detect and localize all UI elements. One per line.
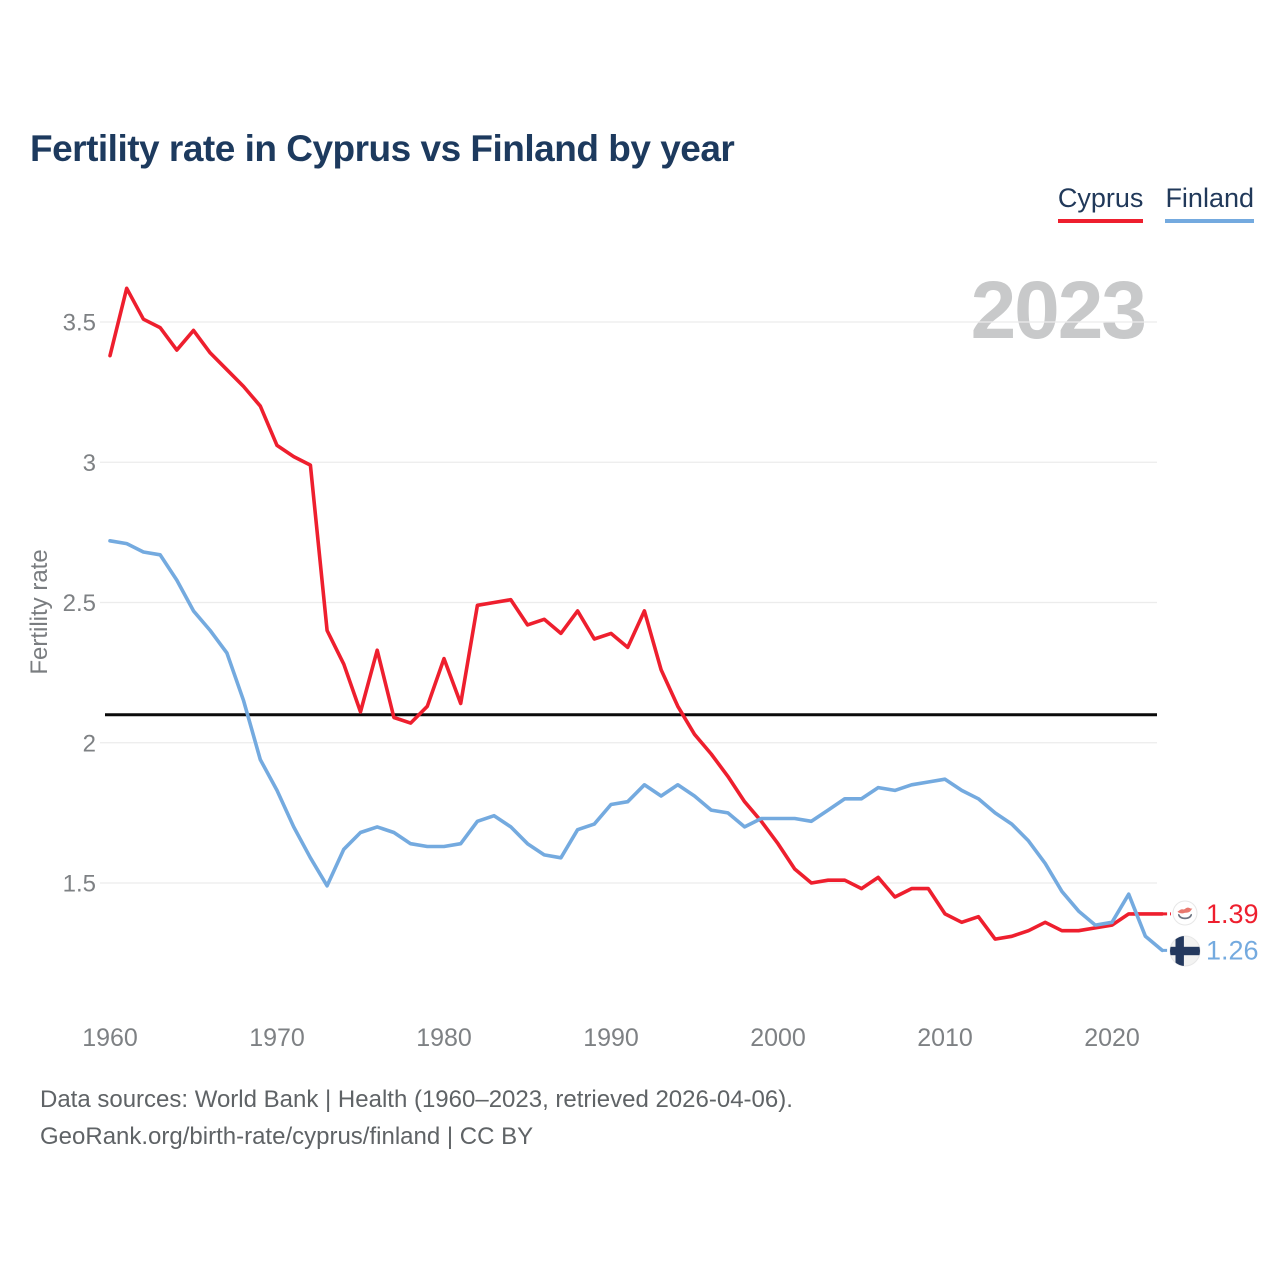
y-tick-label: 2.5 [63,590,96,617]
x-tick-label: 2020 [1084,1024,1140,1052]
finland-flag-icon [1169,935,1201,967]
page-title: Fertility rate in Cyprus vs Finland by y… [30,127,735,169]
x-tick-label: 1970 [249,1024,305,1052]
x-tick-label: 1990 [583,1024,639,1052]
x-tick-label: 1960 [82,1024,138,1052]
cyprus-flag-icon [1172,900,1198,926]
finland-end-value-label: 1.26 [1206,935,1259,965]
watermark-year: 2023 [970,265,1147,356]
y-axis-title: Fertility rate [26,549,53,674]
y-tick-label: 3 [83,450,96,477]
legend-item-cyprus[interactable]: Cyprus [1057,183,1144,223]
finland-line[interactable] [108,538,1164,953]
y-tick-label: 1.5 [63,871,96,898]
legend-item-finland[interactable]: Finland [1165,183,1254,223]
footer-sources-line: Data sources: World Bank | Health (1960–… [40,1086,793,1113]
chart-legend: Cyprus Finland [1057,183,1254,223]
x-tick-label: 2010 [917,1024,973,1052]
chart-footer: Data sources: World Bank | Health (1960–… [40,1081,793,1155]
chart-plot-layer: 3.5 3 2.5 2 1.5 1960 1970 1980 1990 2000 2010 2020 1… [63,286,1259,1052]
y-tick-label: 3.5 [63,310,96,337]
cyprus-line[interactable] [108,286,1164,941]
x-tick-label: 2000 [750,1024,806,1052]
x-tick-label: 1980 [416,1024,472,1052]
cyprus-end-value-label: 1.39 [1206,899,1259,929]
footer-attribution-line: GeoRank.org/birth-rate/cyprus/finland | … [40,1123,534,1150]
y-tick-label: 2 [83,730,96,757]
